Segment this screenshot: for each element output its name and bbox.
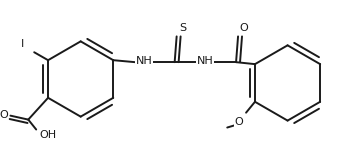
- Text: S: S: [179, 24, 186, 33]
- Text: OH: OH: [40, 131, 57, 140]
- Text: O: O: [235, 117, 244, 127]
- Text: O: O: [0, 110, 8, 120]
- Text: NH: NH: [136, 56, 152, 66]
- Text: I: I: [21, 39, 24, 49]
- Text: NH: NH: [197, 56, 214, 66]
- Text: O: O: [240, 24, 248, 33]
